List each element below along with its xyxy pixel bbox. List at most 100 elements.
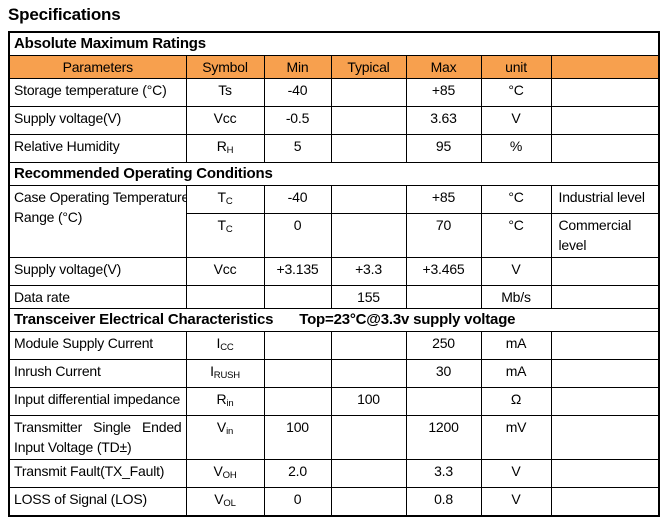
symbol-base: Vcc xyxy=(213,110,237,126)
max-cell: +85 xyxy=(405,185,482,214)
row-inrush-current: Inrush Current IRUSH 30 mA xyxy=(8,359,660,388)
unit-cell: Mb/s xyxy=(480,285,552,309)
unit-cell: °C xyxy=(480,185,552,214)
note-cell xyxy=(550,106,660,135)
section-title: Transceiver Electrical Characteristics xyxy=(14,311,274,328)
row-transmitter-input-voltage: Transmitter Single Ended Input Voltage (… xyxy=(8,415,660,460)
note-cell xyxy=(550,387,660,416)
note-cell: Commercial level xyxy=(550,213,660,258)
min-cell: -40 xyxy=(263,78,332,107)
min-cell: 0 xyxy=(263,487,332,517)
symbol-cell: Vcc xyxy=(185,257,265,286)
typical-cell: 155 xyxy=(330,285,407,309)
row-loss-of-signal: LOSS of Signal (LOS) VOL 0 0.8 V xyxy=(8,487,660,517)
param-cell: Module Supply Current xyxy=(8,331,187,360)
symbol-cell: TC xyxy=(185,185,265,214)
symbol-cell: VOL xyxy=(185,487,265,517)
unit-cell: V xyxy=(480,487,552,517)
unit-cell: Ω xyxy=(480,387,552,416)
symbol-base: T xyxy=(217,189,226,205)
symbol-subscript: H xyxy=(226,145,234,156)
row-data-rate: Data rate 155 Mb/s xyxy=(8,285,660,309)
min-cell: 0 xyxy=(263,213,332,258)
min-cell: 5 xyxy=(263,134,332,163)
unit-cell: °C xyxy=(480,213,552,258)
section-title: Absolute Maximum Ratings xyxy=(8,31,660,56)
symbol-base: V xyxy=(214,491,224,507)
note-cell xyxy=(550,359,660,388)
symbol-subscript: in xyxy=(226,426,234,437)
symbol-subscript: OH xyxy=(222,470,237,481)
typical-cell xyxy=(330,487,407,517)
unit-cell: V xyxy=(480,459,552,488)
symbol-cell: RH xyxy=(185,134,265,163)
typical-cell: +3.3 xyxy=(330,257,407,286)
unit-cell: mA xyxy=(480,359,552,388)
symbol-cell: Vcc xyxy=(185,106,265,135)
max-cell: 3.3 xyxy=(405,459,482,488)
note-cell xyxy=(550,285,660,309)
column-header-symbol: Symbol xyxy=(185,55,265,79)
param-line: Range (°C) xyxy=(14,209,83,225)
section-header-recommended-operating-conditions: Recommended Operating Conditions xyxy=(8,162,660,186)
row-storage-temperature: Storage temperature (°C) Ts -40 +85 °C xyxy=(8,78,660,107)
min-cell: 100 xyxy=(263,415,332,460)
section-title: Recommended Operating Conditions xyxy=(8,162,660,186)
max-cell: 250 xyxy=(405,331,482,360)
column-header-parameters: Parameters xyxy=(8,55,187,79)
symbol-base: V xyxy=(216,419,227,435)
typical-cell xyxy=(330,415,407,460)
typical-cell: 100 xyxy=(330,387,407,416)
max-cell: 70 xyxy=(405,213,482,258)
param-cell: LOSS of Signal (LOS) xyxy=(8,487,187,517)
symbol-subscript: in xyxy=(226,398,234,409)
symbol-base: T xyxy=(217,217,226,233)
column-header-row: Parameters Symbol Min Typical Max unit xyxy=(8,55,660,79)
note-cell xyxy=(550,331,660,360)
symbol-base: Vcc xyxy=(213,261,237,277)
symbol-cell: Rin xyxy=(185,387,265,416)
param-cell: Inrush Current xyxy=(8,359,187,388)
symbol-base: Ts xyxy=(218,82,232,98)
param-cell: Storage temperature (°C) xyxy=(8,78,187,107)
max-cell: 0.8 xyxy=(405,487,482,517)
min-cell: +3.135 xyxy=(263,257,332,286)
row-supply-voltage-abs: Supply voltage(V) Vcc -0.5 3.63 V xyxy=(8,106,660,135)
symbol-subscript: RUSH xyxy=(213,370,240,381)
symbol-cell: IRUSH xyxy=(185,359,265,388)
column-header-unit: unit xyxy=(480,55,552,79)
symbol-cell: TC xyxy=(185,213,265,258)
max-cell: +3.465 xyxy=(405,257,482,286)
param-cell: Input differential impedance xyxy=(8,387,187,416)
max-cell: +85 xyxy=(405,78,482,107)
section-subtitle: Top=23°C@3.3v supply voltage xyxy=(299,311,516,328)
column-header-max: Max xyxy=(405,55,482,79)
min-cell xyxy=(263,285,332,309)
note-cell xyxy=(550,415,660,460)
typical-cell xyxy=(330,459,407,488)
note-cell xyxy=(550,78,660,107)
param-cell: Transmit Fault(TX_Fault) xyxy=(8,459,187,488)
row-case-temp-industrial: Case Operating Temperature Range (°C) TC… xyxy=(8,185,660,258)
param-cell: Relative Humidity xyxy=(8,134,187,163)
param-line: Input Voltage (TD±) xyxy=(14,439,132,455)
param-cell: Supply voltage(V) xyxy=(8,257,187,286)
row-relative-humidity: Relative Humidity RH 5 95 % xyxy=(8,134,660,163)
symbol-subscript: C xyxy=(225,224,233,235)
symbol-base: R xyxy=(216,391,227,407)
param-line: Transmitter Single Ended xyxy=(14,419,182,435)
symbol-base: I xyxy=(210,363,214,379)
param-cell: Case Operating Temperature Range (°C) xyxy=(8,185,187,258)
min-cell xyxy=(263,359,332,388)
symbol-cell: Ts xyxy=(185,78,265,107)
typical-cell xyxy=(330,78,407,107)
param-cell: Supply voltage(V) xyxy=(8,106,187,135)
typical-cell xyxy=(330,106,407,135)
min-cell: -0.5 xyxy=(263,106,332,135)
note-cell xyxy=(550,459,660,488)
section-header-absolute-maximum-ratings: Absolute Maximum Ratings xyxy=(8,31,660,56)
unit-cell: V xyxy=(480,106,552,135)
typical-cell xyxy=(330,331,407,360)
symbol-cell: VOH xyxy=(185,459,265,488)
param-cell: Data rate xyxy=(8,285,187,309)
